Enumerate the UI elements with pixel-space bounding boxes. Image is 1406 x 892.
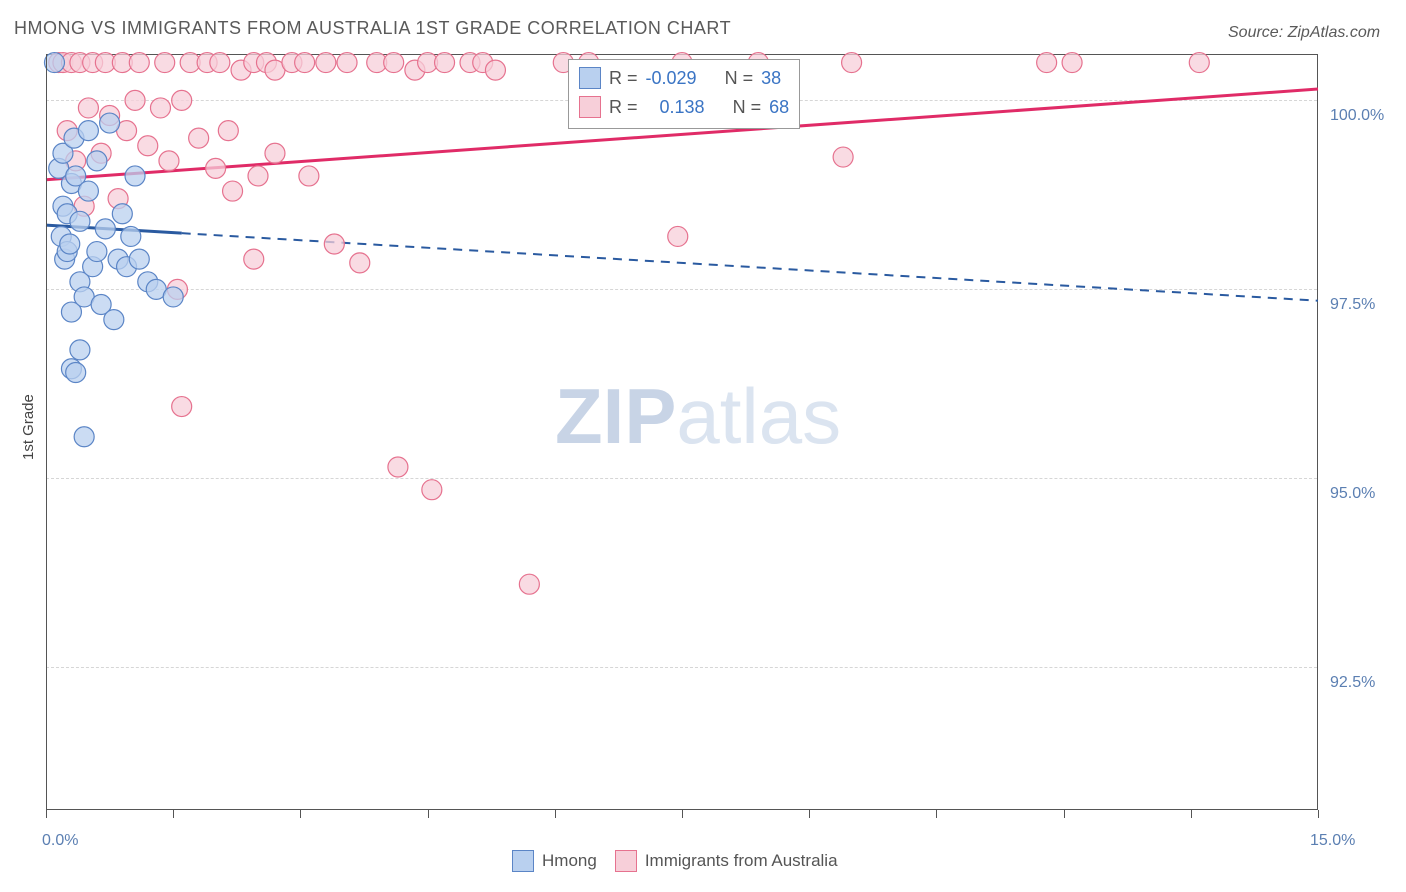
scatter-point [163, 287, 183, 307]
scatter-point [295, 53, 315, 73]
scatter-point [100, 113, 120, 133]
y-tick-label: 92.5% [1330, 674, 1375, 692]
scatter-point [210, 53, 230, 73]
source-attribution: Source: ZipAtlas.com [1228, 24, 1380, 42]
scatter-point [70, 340, 90, 360]
scatter-point [70, 211, 90, 231]
legend-swatch-australia [579, 96, 601, 118]
x-tick [555, 810, 556, 818]
scatter-point [172, 397, 192, 417]
legend-n-label: N = [725, 64, 754, 93]
x-tick [173, 810, 174, 818]
legend-r-label: R = [609, 64, 638, 93]
legend-stats-row-hmong: R = -0.029 N = 38 [579, 64, 789, 93]
x-tick [809, 810, 810, 818]
legend-n-value-australia: 68 [769, 93, 789, 122]
x-tick [936, 810, 937, 818]
scatter-point [150, 98, 170, 118]
x-tick [1191, 810, 1192, 818]
scatter-point [384, 53, 404, 73]
scatter-point [87, 242, 107, 262]
scatter-point [248, 166, 268, 186]
scatter-point [388, 457, 408, 477]
x-tick [300, 810, 301, 818]
scatter-point [78, 181, 98, 201]
y-axis-line [46, 55, 47, 810]
legend-r-value-australia: 0.138 [646, 93, 705, 122]
scatter-point [485, 60, 505, 80]
scatter-point [189, 128, 209, 148]
scatter-point [129, 53, 149, 73]
scatter-point [422, 480, 442, 500]
scatter-point [206, 158, 226, 178]
scatter-point [74, 427, 94, 447]
scatter-point [78, 98, 98, 118]
y-tick-label: 100.0% [1330, 107, 1384, 125]
scatter-point [316, 53, 336, 73]
x-tick [46, 810, 47, 818]
scatter-point [155, 53, 175, 73]
chart-container: HMONG VS IMMIGRANTS FROM AUSTRALIA 1ST G… [0, 0, 1406, 892]
x-tick [682, 810, 683, 818]
scatter-point [337, 53, 357, 73]
x-tick [1064, 810, 1065, 818]
scatter-point [842, 53, 862, 73]
y-axis-label: 1st Grade [20, 394, 37, 460]
scatter-point [125, 166, 145, 186]
scatter-point [44, 53, 64, 73]
scatter-point [87, 151, 107, 171]
scatter-point [66, 363, 86, 383]
scatter-point [299, 166, 319, 186]
scatter-point [121, 226, 141, 246]
legend-label-australia: Immigrants from Australia [645, 851, 838, 871]
scatter-point [112, 204, 132, 224]
legend-n-label: N = [733, 93, 762, 122]
legend-swatch-hmong [579, 67, 601, 89]
legend-r-value-hmong: -0.029 [646, 64, 697, 93]
legend-swatch-hmong [512, 850, 534, 872]
x-axis-max-label: 15.0% [1310, 832, 1355, 850]
legend-item-hmong: Hmong [512, 850, 597, 872]
x-axis-min-label: 0.0% [42, 832, 78, 850]
legend-item-australia: Immigrants from Australia [615, 850, 838, 872]
plot-inner: ZIPatlas R = -0.029 N = 38 R = [46, 55, 1317, 810]
scatter-point [60, 234, 80, 254]
scatter-point [833, 147, 853, 167]
legend-stats: R = -0.029 N = 38 R = 0.138 N = 68 [568, 59, 800, 129]
scatter-point [125, 90, 145, 110]
legend-r-label: R = [609, 93, 638, 122]
legend-n-value-hmong: 38 [761, 64, 781, 93]
scatter-point [244, 249, 264, 269]
scatter-point [172, 90, 192, 110]
scatter-point [265, 143, 285, 163]
plot-area: ZIPatlas R = -0.029 N = 38 R = [46, 54, 1318, 810]
scatter-point [668, 226, 688, 246]
scatter-point [218, 121, 238, 141]
scatter-point [95, 219, 115, 239]
y-tick-label: 97.5% [1330, 296, 1375, 314]
scatter-point [78, 121, 98, 141]
scatter-point [519, 574, 539, 594]
scatter-point [223, 181, 243, 201]
chart-title: HMONG VS IMMIGRANTS FROM AUSTRALIA 1ST G… [14, 18, 731, 39]
legend-label-hmong: Hmong [542, 851, 597, 871]
scatter-point [435, 53, 455, 73]
scatter-point [104, 310, 124, 330]
legend-series: Hmong Immigrants from Australia [512, 850, 838, 872]
x-tick [1318, 810, 1319, 818]
scatter-point [1062, 53, 1082, 73]
scatter-point [324, 234, 344, 254]
scatter-point [350, 253, 370, 273]
legend-swatch-australia [615, 850, 637, 872]
x-tick [428, 810, 429, 818]
scatter-point [159, 151, 179, 171]
scatter-points [46, 55, 1318, 811]
scatter-point [1189, 53, 1209, 73]
scatter-point [1037, 53, 1057, 73]
legend-stats-row-australia: R = 0.138 N = 68 [579, 93, 789, 122]
scatter-point [138, 136, 158, 156]
scatter-point [129, 249, 149, 269]
y-tick-label: 95.0% [1330, 485, 1375, 503]
